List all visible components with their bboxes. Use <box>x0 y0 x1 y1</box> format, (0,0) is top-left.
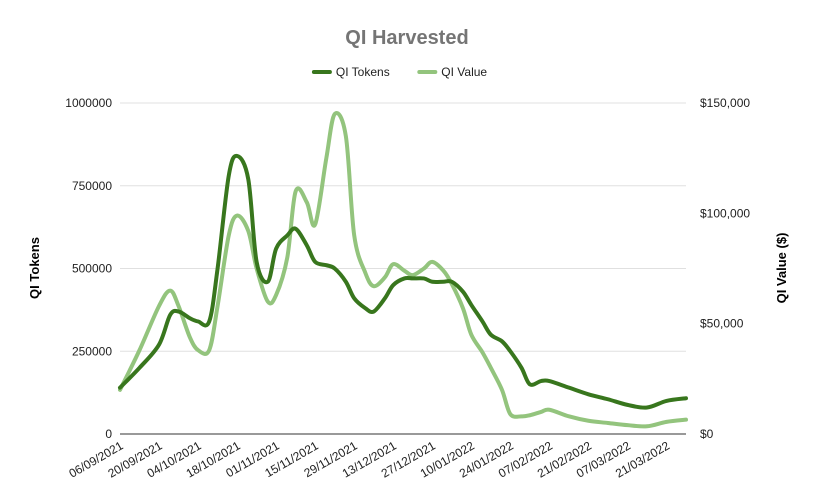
y-tick-label-right: $0 <box>700 427 714 441</box>
y-tick-label-right: $50,000 <box>700 317 744 331</box>
y-axis-title-left: QI Tokens <box>27 237 42 299</box>
y-tick-label-left: 0 <box>105 427 112 441</box>
right-axis-ticks: $0 $50,000 $100,000 $150,000 <box>700 96 750 441</box>
y-tick-label-left: 750000 <box>72 179 112 193</box>
y-tick-label-left: 250000 <box>72 344 112 358</box>
y-tick-label-right: $100,000 <box>700 206 750 220</box>
chart-title: QI Harvested <box>345 27 468 49</box>
qi-value-line <box>118 111 688 429</box>
legend: QI Tokens QI Value <box>311 65 487 79</box>
legend-label: QI Tokens <box>336 65 390 79</box>
left-axis-ticks: 0 250000 500000 750000 1000000 <box>65 96 112 441</box>
legend-item: QI Tokens <box>311 65 390 79</box>
series-lines <box>118 111 688 429</box>
x-axis-ticks: 06/09/202120/09/202104/10/202118/10/2021… <box>66 438 672 480</box>
qi-tokens-line <box>118 153 688 410</box>
legend-label: QI Value <box>441 65 487 79</box>
legend-item: QI Value <box>417 65 487 79</box>
y-tick-label-right: $150,000 <box>700 96 750 110</box>
y-tick-label-left: 1000000 <box>65 96 112 110</box>
y-tick-label-left: 500000 <box>72 262 112 276</box>
y-axis-title-right: QI Value ($) <box>774 233 789 304</box>
